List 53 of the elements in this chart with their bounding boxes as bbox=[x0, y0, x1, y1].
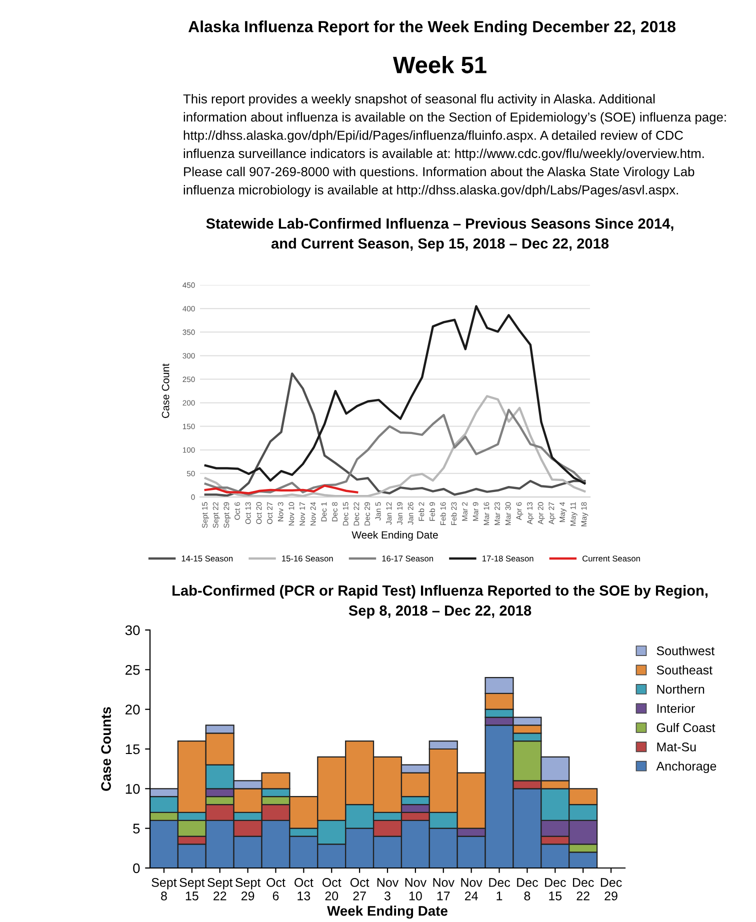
x-tick-label: Dec 8 bbox=[517, 878, 538, 900]
x-tick-label: Oct 20 bbox=[322, 878, 342, 900]
text: Alaska Influenza Report for the Week Ending December 22, 2018 bbox=[188, 20, 676, 36]
legend-label: Southwest bbox=[656, 646, 715, 656]
y-axis-title: Case Counts bbox=[101, 707, 111, 791]
x-tick-label: Dec 15 bbox=[545, 878, 566, 900]
legend-label: Mat-Su bbox=[657, 742, 696, 752]
y-tick-label: 20 bbox=[126, 704, 140, 715]
text: Please call 907-269-8000 with questions. Information about the Alaska State Virology Lab bbox=[184, 166, 694, 179]
chart-title: Lab-Confirmed (PCR or Rapid Test) Influenza Reported to the SOE by Region, Sep 8, 2018 – Dec 22, 2018 bbox=[172, 585, 708, 619]
text: http://dhss.alaska.gov/dph/Epi/id/Pages/influenza/fluinfo.aspx. A detailed review of CDC bbox=[184, 130, 683, 142]
x-tick-label: Dec 29 bbox=[600, 878, 622, 900]
y-tick-label: 0 bbox=[133, 863, 140, 874]
line-series bbox=[204, 484, 358, 494]
legend-label: 16-17 Season bbox=[382, 556, 434, 562]
x-tick-label: Oct 13 bbox=[294, 878, 314, 900]
x-tick-label: Nov 24 bbox=[461, 878, 482, 900]
legend-label: Gulf Coast bbox=[656, 722, 716, 732]
text: information about influenza is available on the Section of Epidemiology’s (SOE) influenza page: bbox=[184, 112, 726, 124]
x-tick-label: Oct 27 bbox=[350, 878, 370, 900]
x-tick-label: Sept 8 bbox=[152, 878, 177, 900]
legend-label: Current Season bbox=[582, 556, 640, 562]
legend-label: Anchorage bbox=[656, 761, 716, 774]
legend-label: 14-15 Season bbox=[182, 556, 233, 562]
legend-label: Interior bbox=[657, 704, 695, 713]
line-series bbox=[204, 372, 586, 497]
chart-title: Statewide Lab-Confirmed Influenza – Previous Seasons Since 2014, and Current Season, Sep 15, 2018 – Dec 22, 2018 bbox=[206, 218, 674, 252]
x-axis-title: Week Ending Date bbox=[352, 530, 438, 541]
x-tick-label: Nov 17 bbox=[433, 878, 454, 900]
text: influenza surveillance indicators is available at: http://www.cdc.gov/flu/weekly/overview.htm. bbox=[184, 148, 704, 161]
legend-label: 17-18 Season bbox=[482, 556, 534, 562]
text: This report provides a weekly snapshot of seasonal flu activity in Alaska. Additional bbox=[183, 94, 655, 106]
y-tick-label: 5 bbox=[133, 824, 140, 834]
x-tick-label: Nov 3 bbox=[377, 878, 399, 900]
line-series bbox=[204, 305, 586, 484]
x-tick-label: Dec 22 bbox=[573, 878, 594, 900]
x-tick-label: Dec 1 bbox=[489, 878, 510, 900]
y-axis-title: Case Count bbox=[162, 364, 170, 418]
legend-label: Northern bbox=[657, 684, 704, 694]
legend-label: Southeast bbox=[656, 665, 712, 674]
x-tick-label: Oct 6 bbox=[266, 878, 286, 900]
x-tick-label: Sept 15 bbox=[180, 878, 205, 900]
y-tick-label: 25 bbox=[126, 665, 140, 675]
y-tick-label: 15 bbox=[126, 744, 140, 754]
x-tick-label: Sept 22 bbox=[208, 878, 233, 900]
legend-label: 15-16 Season bbox=[282, 556, 333, 562]
x-axis-title: Week Ending Date bbox=[327, 906, 448, 919]
x-tick-label: Sept 29 bbox=[236, 878, 261, 900]
y-tick-label: 10 bbox=[126, 784, 140, 794]
y-tick-label: 30 bbox=[125, 625, 140, 636]
text: influenza microbiology is available at http://dhss.alaska.gov/dph/Labs/Pages/asvl.aspx. bbox=[184, 184, 678, 198]
text: Week 51 bbox=[392, 56, 486, 74]
x-tick-label: Nov 10 bbox=[405, 878, 427, 900]
